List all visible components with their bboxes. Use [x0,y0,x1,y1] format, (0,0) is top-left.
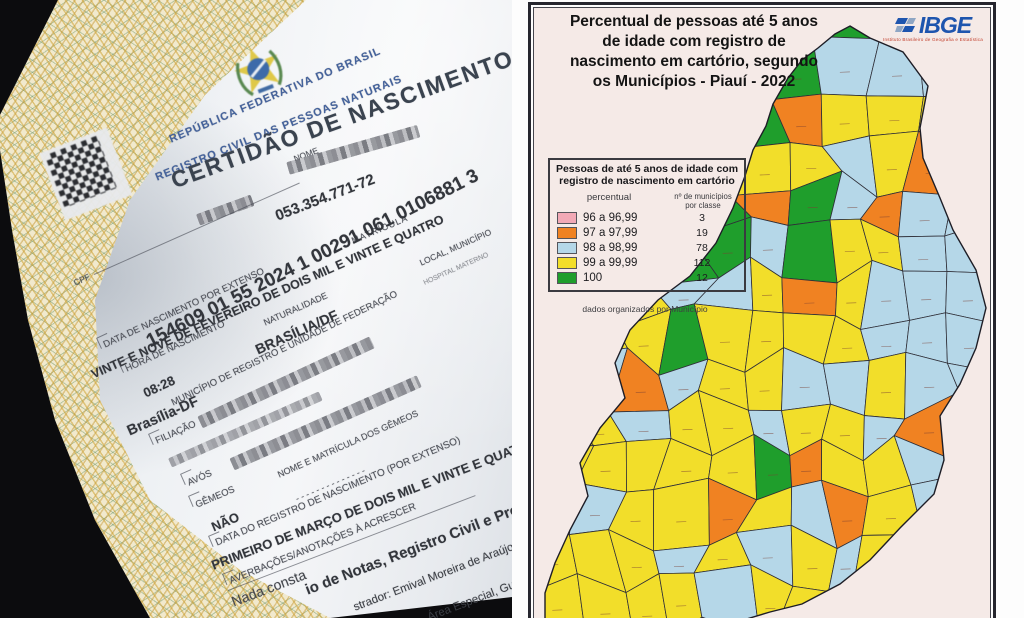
legend-swatch-yellow [557,257,577,270]
municipality-cell [937,41,986,99]
municipality-cell [979,484,986,549]
municipality-cell [652,108,708,146]
municipality-cell [983,389,986,459]
municipality-cell [865,95,924,137]
map-title-line: de idade com registro de [602,33,786,51]
municipality-cell [625,573,671,618]
municipality-cell [545,362,549,392]
municipality-cell [984,127,986,185]
map-title-line: os Municípios - Piauí - 2022 [592,73,796,91]
municipality-cell [989,89,991,138]
municipality-cell [979,224,986,274]
map-panel: Percentual de pessoas até 5 anos de idad… [512,0,1024,618]
piaui-choropleth-map [540,8,991,618]
municipality-cell [545,305,596,370]
map-panel-inner: Percentual de pessoas até 5 anos de idad… [533,7,991,618]
municipality-cell [918,41,958,99]
municipality-cell [781,277,838,317]
municipality-cell [693,564,761,618]
legend-title-line2: registro de nascimento em cartório [559,175,735,188]
map-title-line: nascimento em cartório, segundo [569,53,819,71]
municipality-cell [854,565,908,618]
state-border [544,25,987,618]
municipality-cell [781,219,838,284]
municipality-cell [957,389,986,463]
municipality-cell [545,496,549,537]
municipality-cell [576,573,635,618]
municipality-cell [545,26,548,58]
municipality-cell [692,86,749,148]
municipality-cell [545,573,585,618]
municipality-cell [906,529,964,567]
municipality-cell [897,235,948,272]
map-title-line: Percentual de pessoas até 5 anos [569,13,819,30]
municipality-cell [959,529,986,591]
municipality-cell [953,475,986,549]
municipality-cell [545,306,549,370]
municipality-cell [984,49,986,111]
map-legend: Pessoas de até 5 anos de idade com regis… [548,158,746,292]
legend-row: 99 a 99,99 112 [550,256,744,271]
municipality-cell [540,390,545,457]
municipality-cell [945,312,986,372]
birth-certificate-photo: REPÚBLICA FEDERATIVA DO BRASIL REGISTRO … [0,0,512,618]
municipality-cell [988,323,991,371]
legend-row: 97 a 97,99 19 [550,226,744,241]
municipality-cell [545,389,595,447]
municipality-cell [653,477,710,552]
legend-swatch-orange [557,227,577,240]
legend-col-percent: percentual [586,192,632,204]
legend-title-line1: Pessoas de até 5 anos de idade com [555,163,739,175]
legend-footnote: dados organizados por Município [582,304,708,314]
legend-col-count: nº de municípios por classe [674,192,732,211]
municipality-cell [978,583,986,618]
municipality-cell [545,40,548,109]
municipality-cell [979,449,986,506]
map-title: Percentual de pessoas até 5 anos de idad… [548,12,840,93]
municipality-cell [948,137,986,196]
legend-row: 100 12 [550,271,744,286]
brazil-coat-of-arms [234,48,283,97]
legend-swatch-blue [557,242,577,255]
municipality-cell [897,190,954,238]
municipality-cell [983,350,986,414]
municipality-cell [978,546,986,591]
municipality-cell [750,564,794,618]
municipality-cell [948,88,986,153]
municipality-cell [650,8,711,10]
municipality-cell [575,441,627,493]
municipality-cell [944,183,986,237]
ibge-logo-icon [894,17,916,32]
municipality-cell [545,352,596,416]
municipality-cell [545,85,595,156]
municipality-cell [863,352,907,420]
municipality-cell [953,457,986,486]
municipality-cell [545,444,549,499]
legend-row: 98 a 98,99 78 [550,241,744,256]
municipality-cell [545,85,546,140]
ibge-logo-subtext: Instituto Brasileiro de Geografia e Esta… [882,37,984,42]
municipality-cell [545,482,576,537]
ibge-logo-text: IBGE [918,12,972,38]
legend-row: 96 a 96,99 3 [550,211,744,226]
municipality-cell [895,565,961,618]
map-panel-frame: Percentual de pessoas até 5 anos de idad… [528,2,996,618]
legend-swatch-pink [557,212,577,225]
municipality-cell [949,565,986,618]
municipality-cell [984,262,986,324]
municipality-cell [902,270,948,321]
municipality-cell [979,168,986,231]
legend-swatch-green [557,272,577,285]
ibge-logo: IBGE Instituto Brasileiro de Geografia e… [878,12,988,42]
